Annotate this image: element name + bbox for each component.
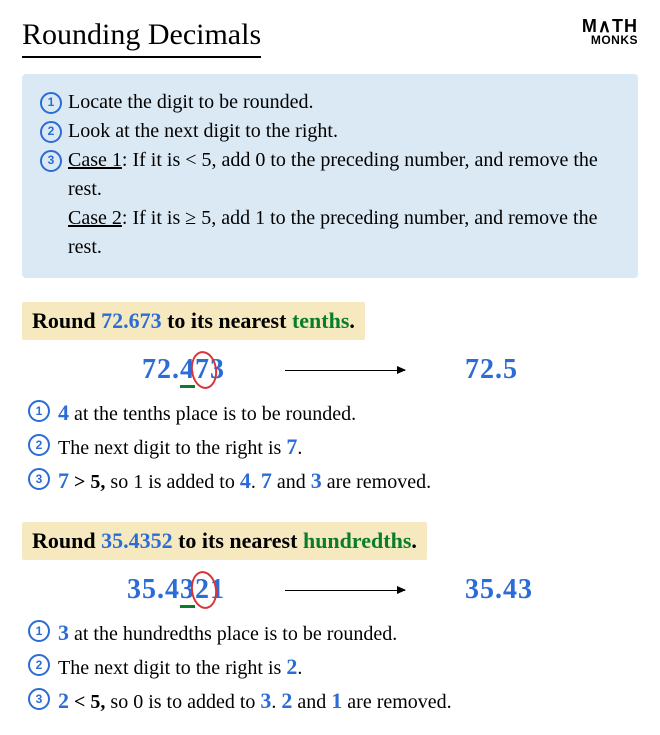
ex1-num: 72.673 [101, 308, 162, 333]
ex1-step-3: 7 > 5, so 1 is added to 4. 7 and 3 are r… [28, 464, 638, 498]
logo-bottom: MONKS [582, 35, 638, 46]
ex1-step-1: 4 at the tenths place is to be rounded. [28, 396, 638, 430]
arrow-icon [285, 590, 405, 591]
ex1-place: tenths [292, 308, 349, 333]
page-title: Rounding Decimals [22, 18, 261, 58]
ex2-step-2: The next digit to the right is 2. [28, 650, 638, 684]
ex2-steps: 3 at the hundredths place is to be round… [22, 616, 638, 718]
ex2-period: . [411, 528, 417, 553]
case1-text: : If it is < 5, add 0 to the preceding n… [68, 149, 598, 200]
logo: M∧TH MONKS [582, 18, 638, 46]
ex2-num: 35.4352 [101, 528, 173, 553]
ex1-work-right: 72.5 [465, 354, 518, 386]
ex2-title: Round 35.4352 to its nearest hundredths. [22, 522, 427, 560]
header: Rounding Decimals M∧TH MONKS [22, 18, 638, 58]
ex2-step-1: 3 at the hundredths place is to be round… [28, 616, 638, 650]
case1-label: Case 1 [68, 149, 122, 171]
ex2-mid: to its nearest [173, 528, 303, 553]
ex1-title: Round 72.673 to its nearest tenths. [22, 302, 365, 340]
rule-1: Locate the digit to be rounded. [40, 88, 620, 117]
rules-box: Locate the digit to be rounded. Look at … [22, 74, 638, 278]
ex2-work: 35.4321 35.43 [22, 574, 638, 606]
ex1-pre: Round [32, 308, 101, 333]
ex1-work: 72.473 72.5 [22, 354, 638, 386]
case2-label: Case 2 [68, 207, 122, 229]
rule-2: Look at the next digit to the right. [40, 117, 620, 146]
ex2-place: hundredths [303, 528, 411, 553]
rule-3: Case 1: If it is < 5, add 0 to the prece… [40, 146, 620, 262]
ex2-work-right: 35.43 [465, 574, 533, 606]
arrow-icon [285, 370, 405, 371]
ex1-step-2: The next digit to the right is 7. [28, 430, 638, 464]
ex1-work-left: 72.473 [142, 354, 225, 386]
ex2-work-left: 35.4321 [127, 574, 225, 606]
ex1-steps: 4 at the tenths place is to be rounded. … [22, 396, 638, 498]
ex1-period: . [349, 308, 355, 333]
ex1-mid: to its nearest [162, 308, 292, 333]
case2-text: : If it is ≥ 5, add 1 to the preceding n… [68, 207, 598, 258]
ex2-pre: Round [32, 528, 101, 553]
ex2-step-3: 2 < 5, so 0 is to added to 3. 2 and 1 ar… [28, 684, 638, 718]
